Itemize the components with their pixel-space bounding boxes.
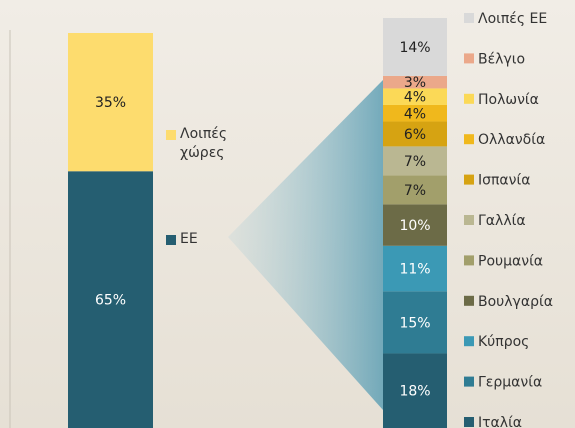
value-label: 65% bbox=[95, 293, 126, 309]
legend-swatch bbox=[464, 134, 474, 144]
legend-swatch bbox=[166, 130, 176, 140]
value-label: 7% bbox=[404, 183, 426, 199]
legend-swatch bbox=[464, 296, 474, 306]
value-label: 10% bbox=[399, 218, 430, 234]
value-label: 35% bbox=[95, 95, 126, 111]
legend-label: Γαλλία bbox=[478, 213, 526, 229]
legend-swatch bbox=[464, 377, 474, 387]
legend-swatch bbox=[464, 53, 474, 63]
value-label: 4% bbox=[404, 106, 426, 122]
value-label: 3% bbox=[404, 75, 426, 91]
value-label: 4% bbox=[404, 90, 426, 106]
value-label: 15% bbox=[399, 315, 430, 331]
legend-swatch bbox=[166, 235, 176, 245]
legend-swatch bbox=[464, 175, 474, 185]
legend-label: Ισπανία bbox=[478, 173, 530, 189]
legend-swatch bbox=[464, 336, 474, 346]
legend-label: Βουλγαρία bbox=[478, 294, 553, 310]
legend-label: Λοιπές χώρες bbox=[180, 125, 260, 163]
legend-swatch bbox=[464, 255, 474, 265]
page: 65% 35% 18% Ιταλία 15% Γερμανία 11% Κύπρος 10% Βο… bbox=[0, 0, 575, 428]
legend-label: Γερμανία bbox=[478, 375, 542, 391]
legend-label: Λοιπές ΕΕ bbox=[478, 11, 547, 27]
legend-swatch bbox=[464, 417, 474, 427]
value-label: 18% bbox=[399, 384, 430, 400]
value-label: 14% bbox=[399, 40, 430, 56]
chart: 65% 35% 18% Ιταλία 15% Γερμανία 11% Κύπρος 10% Βο… bbox=[0, 0, 575, 428]
legend-label: ΕΕ bbox=[180, 230, 260, 249]
legend-swatch bbox=[464, 215, 474, 225]
legend-label: Βέλγιο bbox=[478, 51, 525, 67]
legend-swatch bbox=[464, 94, 474, 104]
legend-swatch bbox=[464, 13, 474, 23]
legend-label: Ολλανδία bbox=[478, 132, 545, 148]
value-label: 6% bbox=[404, 127, 426, 143]
legend-label: Ρουμανία bbox=[478, 253, 543, 269]
legend-label: Κύπρος bbox=[478, 334, 529, 350]
value-label: 7% bbox=[404, 154, 426, 170]
legend-label: Ιταλία bbox=[478, 415, 522, 428]
legend-label: Πολωνία bbox=[478, 92, 539, 108]
value-label: 11% bbox=[399, 262, 430, 278]
